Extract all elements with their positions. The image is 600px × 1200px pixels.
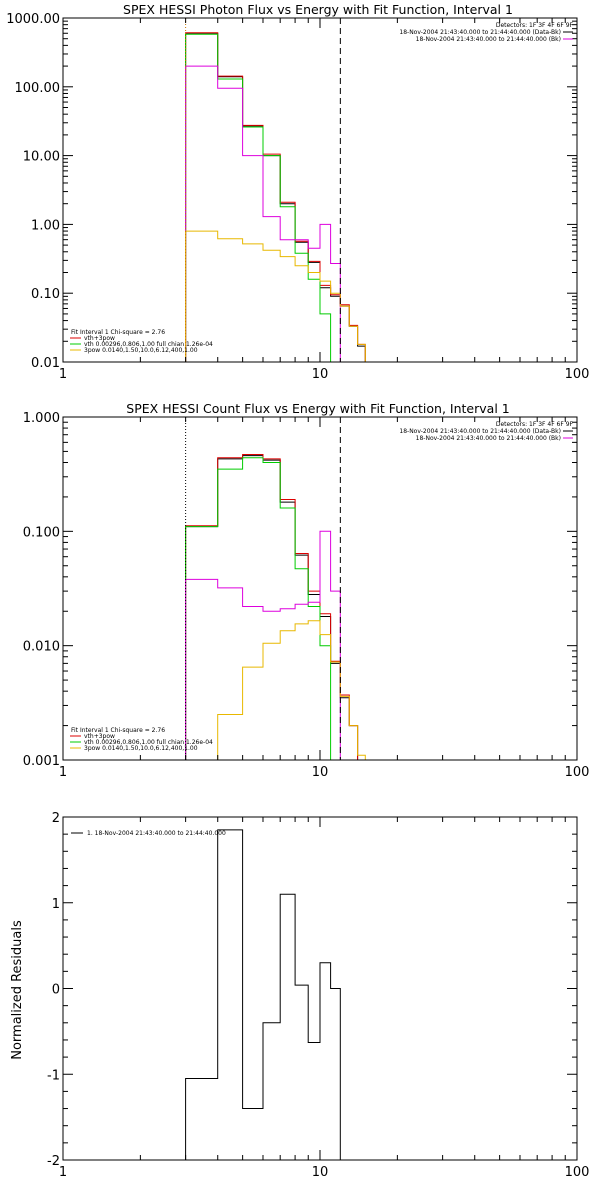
photon-flux-panel: SPEX HESSI Photon Flux vs Energy with Fi… (6, 2, 589, 382)
photon-flux-y-tick-label: 10.00 (23, 150, 60, 165)
photon-flux-y-tick-label: 0.01 (31, 356, 60, 371)
count-flux-x-tick-label: 1 (59, 765, 67, 780)
photon-flux-title: SPEX HESSI Photon Flux vs Energy with Fi… (123, 2, 513, 17)
photon-flux-series-group (185, 32, 366, 362)
photon-flux-x-tick-label: 1 (59, 367, 67, 382)
photon-flux-legend-text-0: Fit Interval 1 Chi-square = 2.76 (71, 329, 165, 336)
photon-flux-x-tick-label: 10 (312, 367, 329, 382)
residuals-y-tick-label: 1 (52, 897, 60, 912)
count-flux-info-text-0: Detectors: 1F 3F 4F 6F 9F (496, 421, 574, 428)
photon-flux-legend-text-1: vth+3pow (84, 335, 115, 342)
photon-flux-y-tick-label: 1000.00 (6, 12, 60, 27)
photon-flux-legend-text-2: vth 0.00296,0.806,1.00 full chian 1.26e-… (84, 341, 213, 348)
photon-flux-info-text-0: Detectors: 1F 3F 4F 6F 9F (496, 22, 574, 29)
residuals-series-group (185, 829, 341, 1160)
photon-flux-series-line-4 (185, 230, 366, 362)
photon-flux-series-line-3 (185, 65, 341, 362)
count-flux-panel: SPEX HESSI Count Flux vs Energy with Fit… (23, 401, 590, 780)
count-flux-y-tick-label: 0.010 (23, 640, 60, 655)
residuals-y-tick-label: -1 (47, 1068, 60, 1083)
photon-flux-info-text-2: 18-Nov-2004 21:43:40.000 to 21:44:40.000… (416, 36, 561, 43)
count-flux-info-text-1: 18-Nov-2004 21:43:40.000 to 21:44:40.000… (399, 428, 561, 435)
count-flux-y-tick-label: 0.100 (23, 525, 60, 540)
count-flux-y-tick-label: 1.000 (23, 411, 60, 426)
residuals-x-tick-label: 1 (59, 1165, 67, 1180)
count-flux-legend-text-3: 3pow 0.0140,1.50,10.0,6.12,400,1.00 (84, 745, 198, 752)
residuals-panel: Normalized Residuals 1 10 100 -2 -1 0 1 2 1. 18-… (10, 811, 589, 1180)
residuals-y-tick-label: -2 (47, 1154, 60, 1169)
count-flux-info-text-2: 18-Nov-2004 21:43:40.000 to 21:44:40.000… (416, 435, 561, 442)
count-flux-legend-text-1: vth+3pow (84, 733, 115, 740)
photon-flux-x-tick-label: 100 (565, 367, 590, 382)
count-flux-series-group (185, 454, 373, 760)
count-flux-legend-text-2: vth 0.00296,0.806,1.00 full chian 1.26e-… (84, 739, 213, 746)
count-flux-series-line-4 (217, 620, 373, 760)
photon-flux-y-tick-label: 0.10 (31, 287, 60, 302)
residuals-x-tick-label: 10 (312, 1165, 329, 1180)
count-flux-x-tick-label: 10 (312, 765, 329, 780)
count-flux-title: SPEX HESSI Count Flux vs Energy with Fit… (126, 401, 509, 416)
residuals-y-tick-label: 2 (52, 811, 60, 826)
count-flux-series-line-3 (185, 530, 341, 760)
photon-flux-y-tick-label: 100.00 (15, 81, 61, 96)
residuals-y-axis-label: Normalized Residuals (10, 920, 25, 1060)
count-flux-legend-text-0: Fit Interval 1 Chi-square = 2.76 (71, 727, 165, 734)
residuals-series-line-0 (185, 829, 341, 1160)
photon-flux-legend-text-3: 3pow 0.0140,1.50,10.0,6.12,400,1.00 (84, 347, 198, 354)
residuals-y-tick-label: 0 (52, 983, 60, 998)
photon-flux-y-tick-label: 1.00 (31, 218, 60, 233)
count-flux-series-line-2 (185, 457, 332, 760)
residuals-x-tick-label: 100 (565, 1165, 590, 1180)
residuals-legend-text-0: 1. 18-Nov-2004 21:43:40.000 to 21:44:40.… (87, 830, 226, 837)
count-flux-x-tick-label: 100 (565, 765, 590, 780)
count-flux-y-tick-label: 0.001 (23, 754, 60, 769)
photon-flux-info-text-1: 18-Nov-2004 21:43:40.000 to 21:44:40.000… (399, 29, 561, 36)
